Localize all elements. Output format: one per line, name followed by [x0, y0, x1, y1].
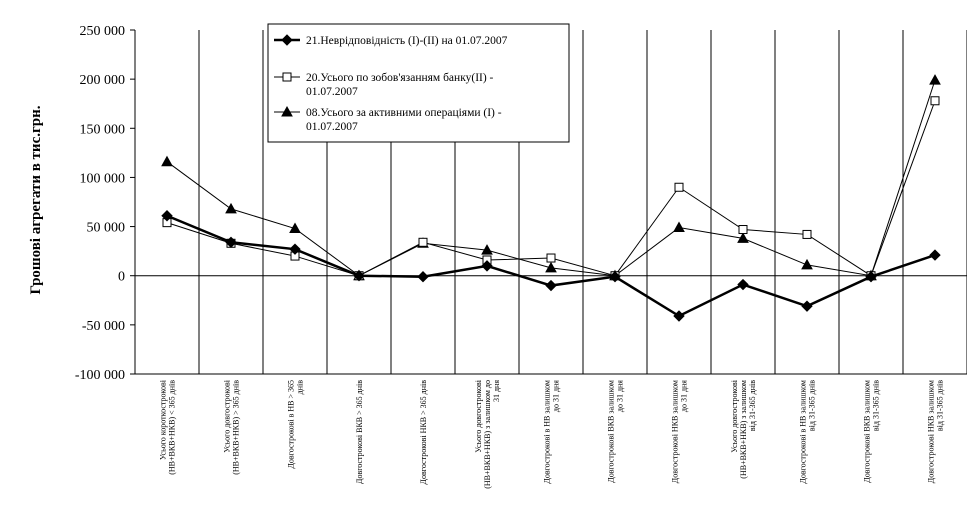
category-label-line: Довгострокові ВКВ залишком: [607, 380, 616, 483]
y-tick-label: 250 000: [80, 24, 126, 39]
category-label: Довгострокові ВКВ > 365 днів: [355, 380, 364, 484]
data-point: [353, 270, 365, 282]
category-label-line: Усього довгострокові: [223, 379, 232, 453]
data-point: [225, 236, 237, 249]
data-point: [738, 225, 748, 235]
category-label-line: Усього довгострокові: [474, 379, 483, 453]
data-point: [865, 270, 877, 283]
data-point: [930, 96, 940, 106]
data-point: [737, 278, 749, 291]
category-label-line: до 31 дня: [616, 380, 625, 412]
category-label-line: від 31-365 днів: [748, 380, 757, 431]
y-axis-label: Грошові агрегати в тис.грн.: [28, 105, 44, 294]
category-label-line: (НВ+ВКВ+НКВ) > 365 днів: [232, 380, 241, 475]
data-point: [674, 182, 684, 192]
category-label-line: Довгострокові в НВ > 365: [287, 380, 296, 469]
category-label-line: Довгострокові НКВ залишком: [927, 380, 936, 483]
data-point: [225, 202, 237, 214]
category-label: Довгострокові НКВ залишком від 31-365 дні…: [927, 380, 945, 483]
data-point: [481, 244, 493, 255]
category-label-line: Довгострокові в НВ залишком: [543, 380, 552, 484]
category-label: Довгострокові в НВ > 365 днів: [287, 380, 305, 469]
series-layer: [161, 74, 941, 322]
category-label-line: (НВ+ВКВ+НКВ) < 365 днів: [168, 380, 177, 475]
legend-label: 01.07.2007: [306, 86, 358, 98]
category-label: Довгострокові НКВ > 365 днів: [419, 380, 428, 485]
category-label-line: Усього довгострокові: [730, 379, 739, 453]
y-tick-labels: 250 000 200 000 150 000 100 000 50 000 0 -50 0…: [75, 24, 125, 383]
data-point: [929, 249, 941, 261]
data-point: [929, 74, 941, 85]
category-label-line: Довгострокові в НВ залишком: [799, 380, 808, 484]
category-label: Довгострокові ВКВ залишком від 31-365 дні…: [863, 380, 881, 483]
y-tick-label: 200 000: [80, 73, 126, 88]
category-label-line: від 31-365 днів: [808, 380, 817, 431]
legend-item-1: 21.Неврідповідність (I)-(II) на 01.07.20…: [274, 34, 508, 47]
category-label-line: Усього короткострокові: [159, 379, 168, 460]
data-point: [418, 237, 428, 247]
category-label-line: 31 дня: [492, 380, 501, 402]
legend-label: 20.Усього по зобов'язанням банку(II) -: [306, 72, 494, 84]
legend-box: [267, 23, 570, 143]
category-label: Довгострокові ВКВ залишком до 31 дня: [607, 380, 625, 483]
legend-marker: [281, 105, 293, 117]
legend-label: 01.07.2007: [306, 121, 358, 133]
data-point: [609, 270, 621, 283]
axes: [130, 29, 967, 375]
y-tick-label: 0: [118, 270, 125, 285]
category-label: Довгострокові НКВ залишком до 31 дня: [671, 380, 689, 484]
legend-label: 21.Неврідповідність (I)-(II) на 01.07.20…: [306, 35, 508, 47]
category-label: Довгострокові в НВ залишком до 31 дня: [543, 380, 561, 484]
category-label-line: Довгострокові ВКВ залишком: [863, 380, 872, 483]
category-label-line: від 31-365 днів: [936, 380, 945, 431]
y-tick-label: 150 000: [80, 122, 126, 137]
legend-marker: [281, 34, 293, 46]
legend-marker: [282, 72, 292, 82]
category-label-line: до 31 дня: [552, 380, 561, 412]
data-point: [802, 229, 812, 239]
category-label-line: Довгострокові НКВ > 365 днів: [419, 380, 428, 485]
y-tick-label: -100 000: [75, 368, 125, 383]
legend-item-2: 20.Усього по зобов'язанням банку(II) - 01…: [274, 72, 494, 98]
category-label-line: (НВ+ВКВ+НКВ) з залишком до: [483, 380, 492, 489]
y-tick-label: 50 000: [87, 221, 126, 236]
data-point: [161, 155, 173, 167]
category-label-line: (НВ+ВКВ+НКВ) з залишком: [739, 380, 748, 479]
series-1: [161, 210, 941, 322]
data-point: [417, 270, 429, 283]
category-label: Усього довгострокові (НВ+ВКВ+НКВ) > 365 д…: [223, 379, 241, 475]
category-label-line: від 31-365 днів: [872, 380, 881, 431]
legend-item-3: 08.Усього за активними операціями (I) - 0…: [274, 105, 502, 133]
data-point: [481, 260, 493, 272]
category-label: Усього короткострокові (НВ+ВКВ+НКВ) < 365…: [159, 379, 177, 475]
data-point: [161, 210, 173, 222]
category-label-line: Довгострокові ВКВ > 365 днів: [355, 380, 364, 484]
category-label: Усього довгострокові (НВ+ВКВ+НКВ) з залиш…: [474, 379, 501, 489]
legend-label: 08.Усього за активними операціями (I) -: [306, 107, 502, 119]
data-point: [545, 279, 557, 292]
data-point: [545, 261, 557, 273]
category-label-line: Довгострокові НКВ залишком: [671, 380, 680, 483]
legend: 21.Неврідповідність (I)-(II) на 01.07.20…: [267, 23, 570, 143]
category-label: Усього довгострокові (НВ+ВКВ+НКВ) з залиш…: [730, 379, 757, 478]
category-label: Довгострокові в НВ залишком від 31-365 дн…: [799, 380, 817, 484]
data-point: [546, 253, 556, 263]
data-point: [801, 258, 813, 270]
category-label-line: до 31 дня: [680, 380, 689, 412]
category-label-line: днів: [296, 380, 305, 395]
data-point: [801, 300, 813, 312]
data-point: [737, 232, 749, 243]
data-point: [673, 221, 685, 233]
data-point: [289, 243, 301, 255]
category-labels: Усього короткострокові (НВ+ВКВ+НКВ) < 365…: [159, 379, 945, 489]
data-point: [289, 222, 301, 234]
data-point: [673, 310, 685, 322]
y-tick-label: 100 000: [80, 171, 126, 186]
y-tick-label: -50 000: [82, 319, 125, 334]
